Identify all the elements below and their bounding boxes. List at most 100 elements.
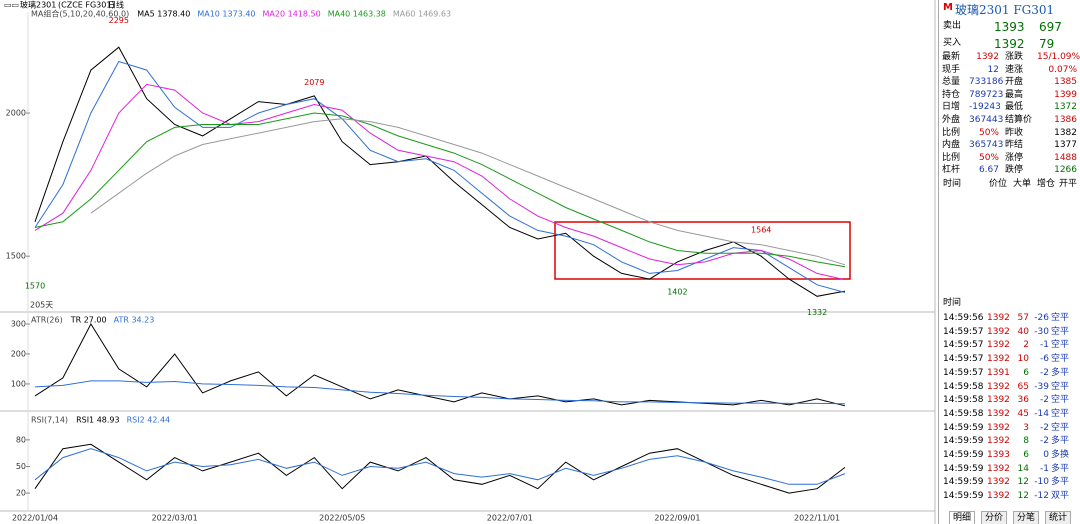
book-label: 卖出 bbox=[943, 21, 962, 31]
trade-cell: 1393 bbox=[987, 450, 1010, 460]
quote-label: 涨跌 bbox=[1005, 52, 1024, 62]
legend-item: MA20 1418.50 bbox=[263, 10, 321, 19]
trade-cell: 12 bbox=[1017, 477, 1029, 488]
quote-value: 50% bbox=[978, 152, 999, 163]
legend-title: RSI(7,14) bbox=[31, 416, 68, 425]
trade-cell: -1 bbox=[1040, 340, 1049, 351]
trades-header: 时间 bbox=[943, 298, 962, 308]
range-note: 205天 bbox=[30, 301, 53, 310]
quote-value: 1392 bbox=[976, 52, 999, 62]
series-line bbox=[34, 380, 846, 405]
trade-cell: 14:59:57 bbox=[943, 340, 984, 351]
trade-cell: 65 bbox=[1017, 381, 1029, 392]
trade-cell: 45 bbox=[1017, 408, 1029, 419]
quote-value: 1399 bbox=[1054, 89, 1077, 100]
quote-label: 开盘 bbox=[1005, 77, 1024, 88]
trade-cell: 6 bbox=[1023, 450, 1029, 460]
quote-label: 最低 bbox=[1005, 102, 1024, 113]
series-line bbox=[34, 448, 846, 485]
quote-label: 最高 bbox=[1005, 89, 1024, 100]
series-line bbox=[34, 443, 846, 494]
quote-value: 1377 bbox=[1054, 140, 1077, 151]
quote-value: 12 bbox=[987, 64, 999, 75]
trade-cell: 1392 bbox=[987, 422, 1010, 433]
tab[interactable]: 分笔 bbox=[1013, 511, 1040, 524]
trade-cell: 14:59:59 bbox=[943, 422, 984, 433]
quote-label: 昨收 bbox=[1005, 127, 1024, 138]
column-header: 增仓 bbox=[1037, 179, 1056, 189]
trade-cell: 多换 bbox=[1051, 450, 1070, 460]
legend-item: MA60 1469.63 bbox=[393, 10, 451, 19]
trade-cell: 空平 bbox=[1051, 313, 1070, 323]
price-annotation: 1564 bbox=[751, 225, 771, 234]
x-tick-label: 2022/03/01 bbox=[152, 514, 198, 523]
trade-cell: -30 bbox=[1034, 326, 1049, 337]
quote-label: 总量 bbox=[942, 77, 961, 88]
book-volume: 79 bbox=[1039, 37, 1055, 51]
trade-cell: 多平 bbox=[1051, 367, 1070, 378]
trade-cell: -2 bbox=[1040, 367, 1049, 378]
x-tick-label: 2022/11/01 bbox=[794, 514, 840, 523]
trade-cell: -12 bbox=[1034, 491, 1049, 502]
trade-cell: -6 bbox=[1040, 354, 1049, 365]
toolbar-icon[interactable]: ▭▭ bbox=[4, 1, 19, 10]
column-header: 时间 bbox=[943, 179, 962, 189]
tab[interactable]: 明细 bbox=[949, 511, 976, 524]
trade-cell: 1391 bbox=[987, 367, 1010, 378]
trade-cell: 多平 bbox=[1051, 436, 1070, 447]
trade-cell: 14:59:57 bbox=[943, 354, 984, 365]
trade-cell: 0 bbox=[1043, 450, 1049, 460]
quote-value: 367443 bbox=[969, 115, 1004, 125]
quote-value: 1266 bbox=[1054, 165, 1077, 176]
trade-cell: 多平 bbox=[1051, 477, 1070, 488]
quote-label: 跌停 bbox=[1005, 165, 1024, 176]
series-line bbox=[34, 83, 846, 281]
tab[interactable]: 统计 bbox=[1045, 511, 1072, 524]
trade-cell: 14:59:59 bbox=[943, 450, 984, 460]
y-tick-label: 200 bbox=[11, 349, 26, 358]
price-annotation: 1570 bbox=[25, 282, 45, 291]
y-tick-label: 2000 bbox=[6, 109, 26, 118]
y-tick-label: 80 bbox=[16, 435, 26, 444]
trade-cell: 1392 bbox=[987, 408, 1010, 419]
trade-cell: 14:59:59 bbox=[943, 477, 984, 488]
trade-cell: 双平 bbox=[1051, 491, 1070, 502]
trade-cell: 空平 bbox=[1051, 422, 1070, 433]
legend-item: MA10 1373.40 bbox=[197, 10, 255, 19]
legend-title: ATR(26) bbox=[31, 316, 63, 325]
trade-cell: 空平 bbox=[1051, 354, 1070, 365]
trade-cell: 57 bbox=[1017, 313, 1029, 323]
trade-cell: 10 bbox=[1017, 354, 1029, 365]
trade-cell: 8 bbox=[1023, 436, 1029, 447]
title: 玻璃2301 FG301 bbox=[955, 3, 1055, 17]
trade-cell: -26 bbox=[1034, 313, 1049, 323]
x-tick-label: 2022/05/05 bbox=[319, 514, 365, 523]
trade-cell: 14:59:58 bbox=[943, 381, 984, 392]
quote-value: -19243 bbox=[969, 102, 1001, 113]
legend-item: MA5 1378.40 bbox=[137, 10, 190, 19]
x-tick-label: 2022/01/04 bbox=[12, 514, 58, 523]
book-volume: 697 bbox=[1039, 20, 1062, 34]
quote-value: 1382 bbox=[1054, 127, 1077, 138]
trade-cell: 空平 bbox=[1051, 381, 1070, 392]
legend-title: MA组合(5,10,20,40,60,0) bbox=[31, 9, 129, 19]
quote-value: 15/1.09% bbox=[1037, 52, 1080, 62]
symbol[interactable]: 玻璃2301 bbox=[20, 0, 56, 10]
trade-cell: 14:59:59 bbox=[943, 463, 984, 474]
quote-label: 最新 bbox=[942, 52, 961, 62]
trade-cell: 40 bbox=[1017, 326, 1029, 337]
trade-cell: 空平 bbox=[1051, 340, 1070, 351]
quote-value: 6.67 bbox=[978, 165, 999, 176]
quote-value: 1372 bbox=[1054, 102, 1077, 113]
price-annotation: 1332 bbox=[807, 308, 827, 317]
trade-cell: -14 bbox=[1034, 408, 1049, 419]
quote-label: 结算价 bbox=[1005, 115, 1033, 125]
trade-cell: 1392 bbox=[987, 477, 1010, 488]
symbol-code: (CZCE FG301) bbox=[58, 1, 115, 10]
trade-cell: 14:59:58 bbox=[943, 408, 984, 419]
series-line bbox=[34, 322, 846, 407]
series-line bbox=[34, 60, 846, 293]
tab[interactable]: 分价 bbox=[981, 511, 1008, 524]
period[interactable]: 日线 bbox=[108, 0, 124, 10]
